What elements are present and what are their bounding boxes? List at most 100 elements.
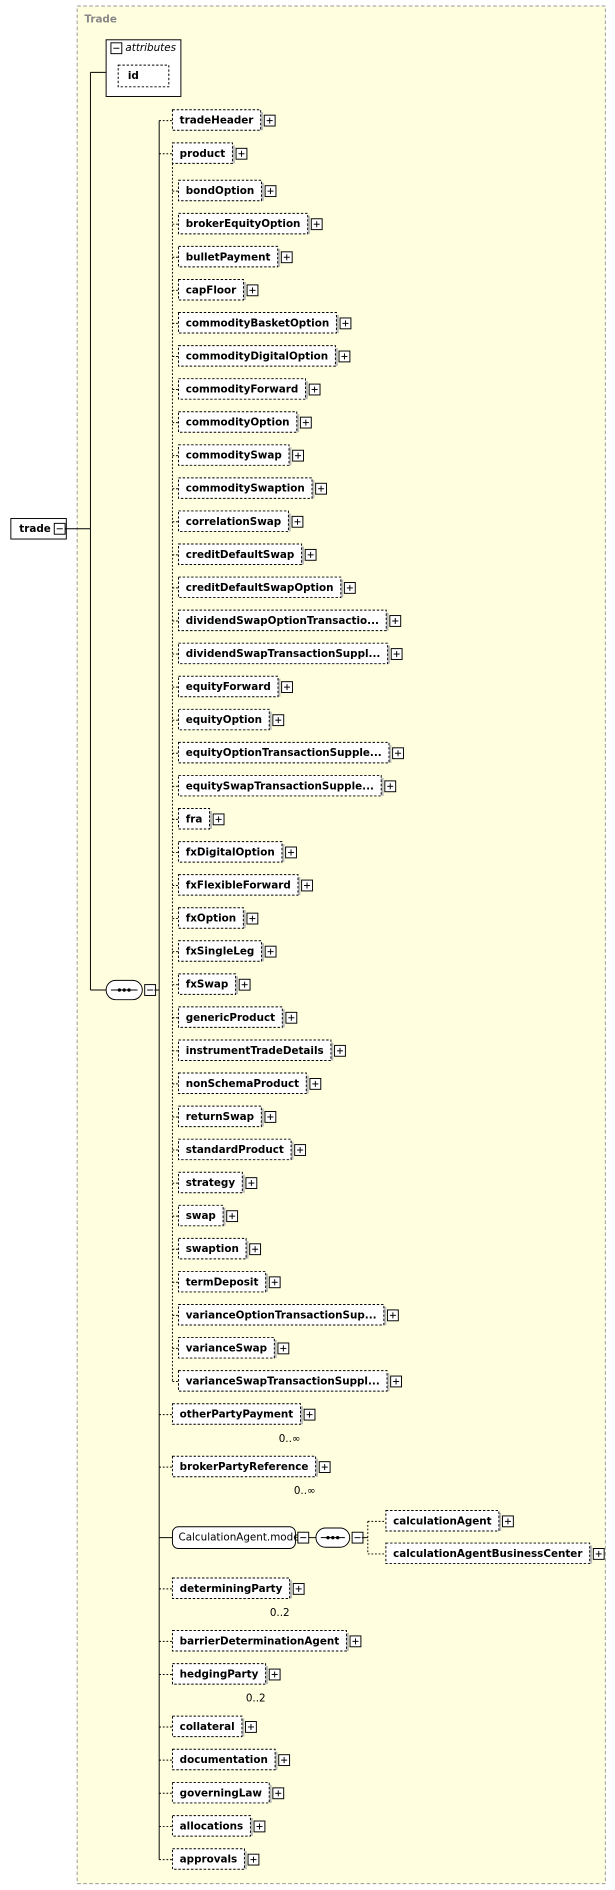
element-box bbox=[177, 741, 390, 764]
element-label: returnSwap bbox=[186, 1111, 254, 1123]
element-box bbox=[385, 1542, 591, 1565]
element-label: nonSchemaProduct bbox=[186, 1078, 299, 1090]
element-box bbox=[177, 973, 237, 995]
element-box bbox=[171, 1781, 270, 1804]
sequence-dot bbox=[335, 1535, 340, 1540]
element-label: brokerPartyReference bbox=[180, 1461, 309, 1473]
element-box bbox=[171, 1815, 251, 1837]
element-label: documentation bbox=[180, 1754, 268, 1766]
element-box bbox=[171, 109, 262, 131]
element-label: bulletPayment bbox=[186, 251, 271, 263]
element-box bbox=[171, 1455, 317, 1478]
element-box bbox=[177, 444, 290, 466]
sequence-dot bbox=[331, 1535, 335, 1540]
element-box bbox=[177, 1105, 262, 1128]
element-box bbox=[177, 940, 263, 962]
element-box bbox=[177, 345, 336, 367]
element-box bbox=[177, 312, 337, 334]
element-box bbox=[177, 1204, 224, 1227]
element-box bbox=[385, 1510, 500, 1532]
element-label: varianceOptionTransactionSup... bbox=[186, 1309, 377, 1321]
element-box bbox=[177, 1039, 332, 1061]
group-frame bbox=[76, 5, 606, 1885]
element-label: equityOptionTransactionSupple... bbox=[186, 747, 382, 759]
element-label: fxFlexibleForward bbox=[186, 880, 291, 892]
element-box bbox=[177, 212, 309, 235]
element-label: product bbox=[180, 148, 226, 160]
element-box bbox=[171, 1403, 301, 1425]
element-label: capFloor bbox=[186, 284, 237, 296]
element-box bbox=[177, 675, 279, 698]
element-label: termDeposit bbox=[186, 1276, 259, 1288]
element-label: tradeHeader bbox=[180, 115, 255, 127]
element-label: governingLaw bbox=[180, 1787, 263, 1799]
element-box bbox=[177, 1138, 292, 1161]
element-label: equityForward bbox=[186, 681, 271, 693]
element-box bbox=[177, 1304, 385, 1326]
element-box bbox=[177, 1072, 307, 1095]
element-label: commodityOption bbox=[186, 417, 290, 429]
element-label: fxOption bbox=[186, 913, 236, 925]
element-label: collateral bbox=[180, 1721, 235, 1733]
element-box bbox=[177, 774, 382, 797]
element-label: commoditySwap bbox=[186, 450, 282, 462]
element-label: commodityDigitalOption bbox=[186, 350, 328, 362]
element-label: dividendSwapOptionTransactio... bbox=[186, 615, 379, 627]
element-label: determiningParty bbox=[180, 1583, 283, 1595]
element-label: swap bbox=[186, 1210, 216, 1222]
element-box bbox=[177, 874, 299, 896]
element-label: commoditySwaption bbox=[186, 483, 305, 495]
cardinality: 0..2 bbox=[270, 1607, 290, 1619]
element-box bbox=[177, 642, 389, 665]
element-label: swaption bbox=[186, 1243, 239, 1255]
element-label: calculationAgent bbox=[393, 1515, 492, 1527]
element-box bbox=[171, 1848, 245, 1870]
element-box bbox=[177, 278, 244, 301]
sequence-dot bbox=[326, 1535, 330, 1540]
element-label: hedgingParty bbox=[180, 1669, 259, 1681]
element-label: dividendSwapTransactionSuppl... bbox=[186, 648, 381, 660]
cardinality: 0..∞ bbox=[294, 1485, 316, 1497]
cardinality: 0..2 bbox=[246, 1693, 266, 1705]
sequence-dot bbox=[117, 988, 122, 992]
element-label: brokerEquityOption bbox=[186, 218, 301, 230]
element-box bbox=[177, 245, 279, 268]
element-box bbox=[177, 576, 342, 599]
cardinality: 0..∞ bbox=[279, 1433, 301, 1445]
element-box bbox=[171, 1715, 243, 1738]
element-box bbox=[177, 609, 387, 632]
element-box bbox=[177, 1270, 267, 1293]
element-label: otherPartyPayment bbox=[180, 1409, 294, 1421]
element-label: creditDefaultSwapOption bbox=[186, 582, 334, 594]
element-box bbox=[177, 510, 289, 532]
element-label: fxSwap bbox=[186, 979, 229, 991]
element-box bbox=[177, 1337, 275, 1359]
element-box bbox=[171, 142, 233, 164]
element-box bbox=[177, 179, 262, 202]
element-box bbox=[177, 1237, 247, 1260]
element-box bbox=[177, 1370, 388, 1392]
element-label: commodityForward bbox=[186, 384, 299, 396]
element-box bbox=[171, 1748, 276, 1771]
element-box bbox=[171, 1630, 347, 1652]
element-label: varianceSwapTransactionSuppl... bbox=[186, 1375, 380, 1387]
element-box bbox=[177, 841, 283, 863]
element-label: fxSingleLeg bbox=[186, 946, 255, 958]
element-label: approvals bbox=[180, 1854, 238, 1866]
group-label: CalculationAgent.model bbox=[178, 1532, 302, 1544]
element-box bbox=[177, 907, 244, 929]
attribute-label: id bbox=[128, 70, 139, 82]
attribute-box bbox=[117, 64, 170, 88]
element-label: equityOption bbox=[186, 714, 262, 726]
element-box bbox=[177, 1171, 243, 1194]
root-label: trade bbox=[19, 523, 51, 535]
element-label: fra bbox=[186, 813, 203, 825]
element-box bbox=[177, 708, 270, 731]
element-label: bondOption bbox=[186, 185, 255, 197]
element-label: fxDigitalOption bbox=[186, 846, 275, 858]
element-label: commodityBasketOption bbox=[186, 317, 329, 329]
frame-title: Trade bbox=[84, 13, 116, 25]
element-box bbox=[177, 378, 307, 400]
element-label: genericProduct bbox=[186, 1012, 275, 1024]
